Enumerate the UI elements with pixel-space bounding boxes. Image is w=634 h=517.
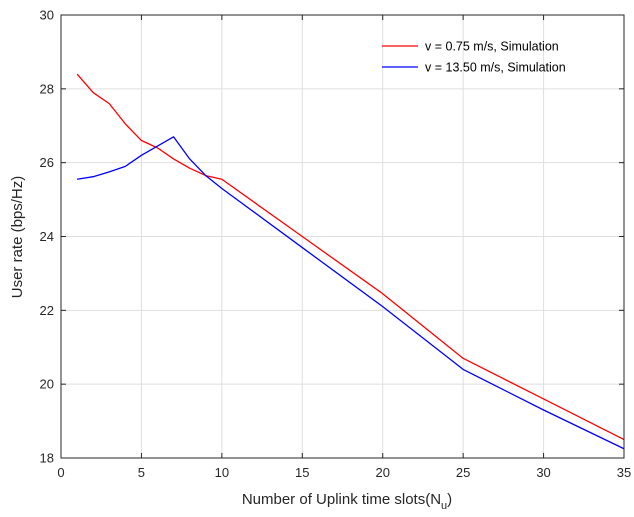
x-tick-label: 35	[617, 465, 631, 480]
x-tick-label: 15	[295, 465, 309, 480]
x-tick-label: 30	[536, 465, 550, 480]
y-tick-label: 18	[40, 451, 54, 466]
y-axis-label: User rate (bps/Hz)	[9, 176, 26, 299]
y-tick-labels: 18 20 22 24 26 28 30	[40, 8, 54, 466]
y-tick-label: 20	[40, 377, 54, 392]
x-axis-label-subscript: u	[441, 500, 447, 512]
x-tick-label: 25	[456, 465, 470, 480]
x-tick-label: 20	[375, 465, 389, 480]
series-line-1	[76, 73, 625, 441]
x-axis-label-main: Number of Uplink time slots(N	[242, 491, 441, 508]
y-tick-label: 26	[40, 155, 54, 170]
legend-label-2: v = 13.50 m/s, Simulation	[425, 61, 566, 75]
x-tick-label: 5	[138, 465, 145, 480]
legend: v = 0.75 m/s, Simulation v = 13.50 m/s, S…	[382, 40, 566, 75]
legend-label-1: v = 0.75 m/s, Simulation	[425, 40, 559, 54]
x-axis-label-close: )	[447, 491, 452, 508]
x-tick-labels: 0 5 10 15 20 25 30 35	[57, 465, 631, 480]
y-tick-label: 24	[40, 229, 54, 244]
y-tick-label: 30	[40, 8, 54, 23]
y-tick-label: 22	[40, 303, 54, 318]
x-tick-label: 10	[215, 465, 229, 480]
series-line-2	[76, 136, 625, 450]
series-lines	[76, 73, 625, 450]
grid-lines	[61, 15, 624, 458]
x-axis-label: Number of Uplink time slots(Nu)	[242, 491, 452, 512]
x-tick-label: 0	[57, 465, 64, 480]
tick-marks	[60, 14, 625, 459]
y-tick-label: 28	[40, 81, 54, 96]
